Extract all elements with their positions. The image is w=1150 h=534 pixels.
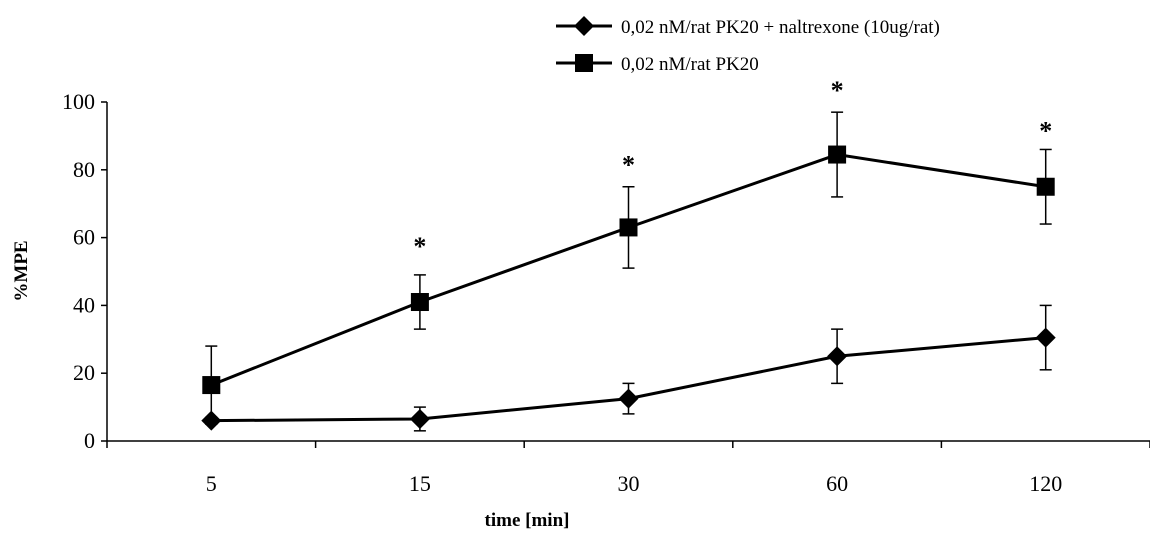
data-point bbox=[1035, 327, 1056, 348]
data-point bbox=[619, 218, 638, 237]
data-point bbox=[1036, 177, 1055, 196]
series-1 bbox=[201, 304, 1056, 432]
axes: 0 20 40 60 80 100 5 15 30 60 120 bbox=[62, 89, 1150, 496]
data-point bbox=[202, 376, 221, 395]
x-tick-label: 120 bbox=[1029, 471, 1062, 496]
significance-marker: * bbox=[622, 151, 635, 180]
significance-marker: * bbox=[1039, 117, 1052, 146]
legend-marker bbox=[575, 54, 593, 72]
y-tick-label: 80 bbox=[73, 157, 95, 182]
legend-entry-2: 0,02 nM/rat PK20 bbox=[556, 54, 759, 75]
significance-marker: * bbox=[413, 232, 426, 261]
y-tick-label: 40 bbox=[73, 292, 95, 317]
data-point bbox=[409, 408, 430, 429]
legend-entry-1: 0,02 nM/rat PK20 + naltrexone (10ug/rat) bbox=[556, 16, 940, 38]
y-tick-label: 20 bbox=[73, 360, 95, 385]
y-axis-title: %MPE bbox=[11, 240, 32, 301]
annotations: * * * * bbox=[413, 76, 1052, 261]
x-axis-title: time [min] bbox=[485, 510, 570, 531]
significance-marker: * bbox=[831, 76, 844, 105]
x-tick-label: 5 bbox=[206, 471, 217, 496]
data-point bbox=[828, 145, 847, 164]
x-tick-label: 15 bbox=[409, 471, 431, 496]
legend-label: 0,02 nM/rat PK20 + naltrexone (10ug/rat) bbox=[621, 17, 940, 38]
y-tick-label: 60 bbox=[73, 225, 95, 250]
legend-label: 0,02 nM/rat PK20 bbox=[621, 54, 759, 75]
legend: 0,02 nM/rat PK20 + naltrexone (10ug/rat)… bbox=[556, 16, 940, 75]
series-layer bbox=[201, 111, 1056, 432]
x-tick-label: 30 bbox=[618, 471, 640, 496]
y-tick-label: 100 bbox=[62, 89, 95, 114]
data-point bbox=[618, 388, 639, 409]
data-point bbox=[827, 346, 848, 367]
y-tick-label: 0 bbox=[84, 428, 95, 453]
legend-marker bbox=[574, 16, 594, 36]
x-tick-label: 60 bbox=[826, 471, 848, 496]
series-2 bbox=[202, 111, 1055, 425]
data-point bbox=[410, 293, 429, 312]
